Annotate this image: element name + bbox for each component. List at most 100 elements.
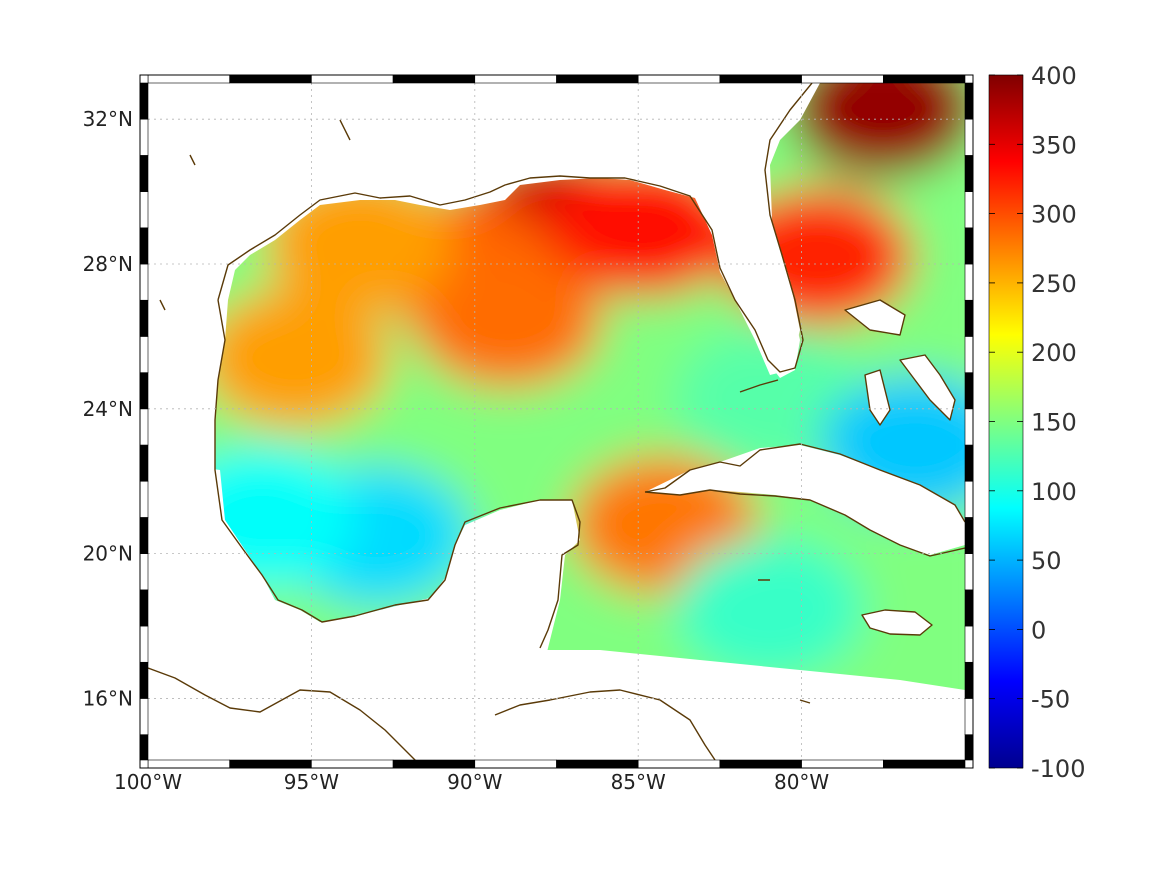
frame-segment-left <box>139 734 149 761</box>
frame-segment-right <box>964 625 974 663</box>
lon-tick-label: 95°W <box>284 770 339 794</box>
land-bahamas-c <box>900 355 955 420</box>
field-blob-caribbean <box>673 537 864 678</box>
coast-bahamas-b <box>864 369 891 426</box>
frame-segment-left <box>139 82 149 120</box>
frame-corner <box>964 74 974 84</box>
coast-honduras <box>494 689 716 760</box>
grid-layer <box>148 83 965 760</box>
frame-segment-top <box>719 74 802 84</box>
frame-segment-left <box>139 263 149 301</box>
frame-segment-bottom <box>311 759 394 769</box>
frame-segment-left <box>139 553 149 591</box>
lat-tick-label: 20°N <box>83 542 133 566</box>
frame-segment-right <box>964 661 974 699</box>
frame-segment-left <box>139 698 149 735</box>
coastline-layer <box>148 83 965 760</box>
frame-segment-right <box>964 408 974 446</box>
frame-segment-right <box>964 82 974 120</box>
colorbar-tick-label: 100 <box>1031 478 1077 506</box>
map-frame-border <box>139 74 974 769</box>
coast-jamaica <box>861 609 933 636</box>
longitude-labels: 100°W 95°W 90°W 85°W 80°W <box>114 770 829 794</box>
frame-corner <box>139 759 149 769</box>
frame-segment-bottom <box>229 759 312 769</box>
coast-mexico <box>214 299 581 649</box>
coast-us-gulf <box>217 83 813 373</box>
colorbar-tick-label: 0 <box>1031 616 1046 644</box>
frame-segment-bottom <box>801 759 884 769</box>
frame-segment-right <box>964 299 974 337</box>
land-jamaica <box>862 610 932 635</box>
colorbar-tick-label: 50 <box>1031 547 1062 575</box>
field-blob-florida-straits <box>673 327 864 468</box>
frame-segment-right <box>964 372 974 410</box>
colorbar-tick-label: 300 <box>1031 201 1077 229</box>
frame-segment-top <box>392 74 476 84</box>
frame-segment-top <box>801 74 884 84</box>
colorbar-tick-label: 350 <box>1031 131 1077 159</box>
lat-tick-label: 28°N <box>83 252 133 276</box>
frame-segment-left <box>139 155 149 192</box>
frame-corner <box>964 759 974 769</box>
colorbar-tick-labels: 400 350 300 250 200 150 100 50 0 -50 -100 <box>989 62 1085 783</box>
lat-tick-label: 24°N <box>83 397 133 421</box>
colorbar-tick-label: 150 <box>1031 409 1077 437</box>
frame-segment-left <box>139 299 149 337</box>
colorbar-tick-label: -50 <box>1031 686 1070 714</box>
field-blob-western-tongue <box>200 288 391 429</box>
frame-segment-left <box>139 191 149 229</box>
coast-bahamas-a <box>844 299 906 336</box>
frame-segment-bottom <box>882 759 966 769</box>
frame-segment-right <box>964 444 974 482</box>
lon-tick-label: 85°W <box>611 770 666 794</box>
coast-cuba <box>644 443 965 557</box>
frame-segment-right <box>964 191 974 229</box>
frame-segment-bottom <box>147 759 230 769</box>
frame-segment-right <box>964 480 974 518</box>
frame-segment-left <box>139 480 149 518</box>
frame-segment-bottom <box>474 759 557 769</box>
colorbar: 400 350 300 250 200 150 100 50 0 -50 -100 <box>988 62 1085 783</box>
latitude-labels: 16°N 20°N 24°N 28°N 32°N <box>83 107 133 710</box>
frame-segment-right <box>964 589 974 627</box>
frame-segment-left <box>139 372 149 410</box>
frame-segment-left <box>139 118 149 156</box>
colorbar-tick-label: 400 <box>1031 62 1077 90</box>
frame-segment-left <box>139 625 149 663</box>
frame-segment-left <box>139 589 149 627</box>
lat-tick-label: 16°N <box>83 686 133 710</box>
coast-keys <box>739 379 779 393</box>
frame-segment-top <box>311 74 394 84</box>
colorbar-tick-label: -100 <box>1031 755 1085 783</box>
lon-tick-label: 100°W <box>114 770 182 794</box>
frame-segment-bottom <box>392 759 476 769</box>
frame-segment-top <box>882 74 966 84</box>
frame-segment-top <box>229 74 312 84</box>
colorbar-tick-label: 200 <box>1031 339 1077 367</box>
frame-segment-right <box>964 336 974 373</box>
frame-segment-bottom <box>556 759 639 769</box>
frame-segment-right <box>964 553 974 591</box>
frame-segment-top <box>147 74 230 84</box>
frame-segment-left <box>139 661 149 699</box>
frame-segment-left <box>139 444 149 482</box>
frame-segment-right <box>964 263 974 301</box>
land-bahamas-a <box>845 300 905 335</box>
frame-outline <box>139 74 974 769</box>
frame-segment-right <box>964 227 974 265</box>
frame-segment-right <box>964 698 974 735</box>
frame-segment-left <box>139 517 149 554</box>
coast-islands-small <box>159 119 811 704</box>
frame-segment-bottom <box>637 759 721 769</box>
land-central-america <box>148 650 965 760</box>
frame-segment-top <box>474 74 557 84</box>
frame-segment-top <box>637 74 721 84</box>
frame-segment-top <box>556 74 639 84</box>
field-blob-gulf-stream-north <box>788 83 965 179</box>
frame-segment-bottom <box>719 759 802 769</box>
lat-tick-label: 32°N <box>83 107 133 131</box>
land-florida <box>718 83 820 375</box>
frame-segment-right <box>964 118 974 156</box>
